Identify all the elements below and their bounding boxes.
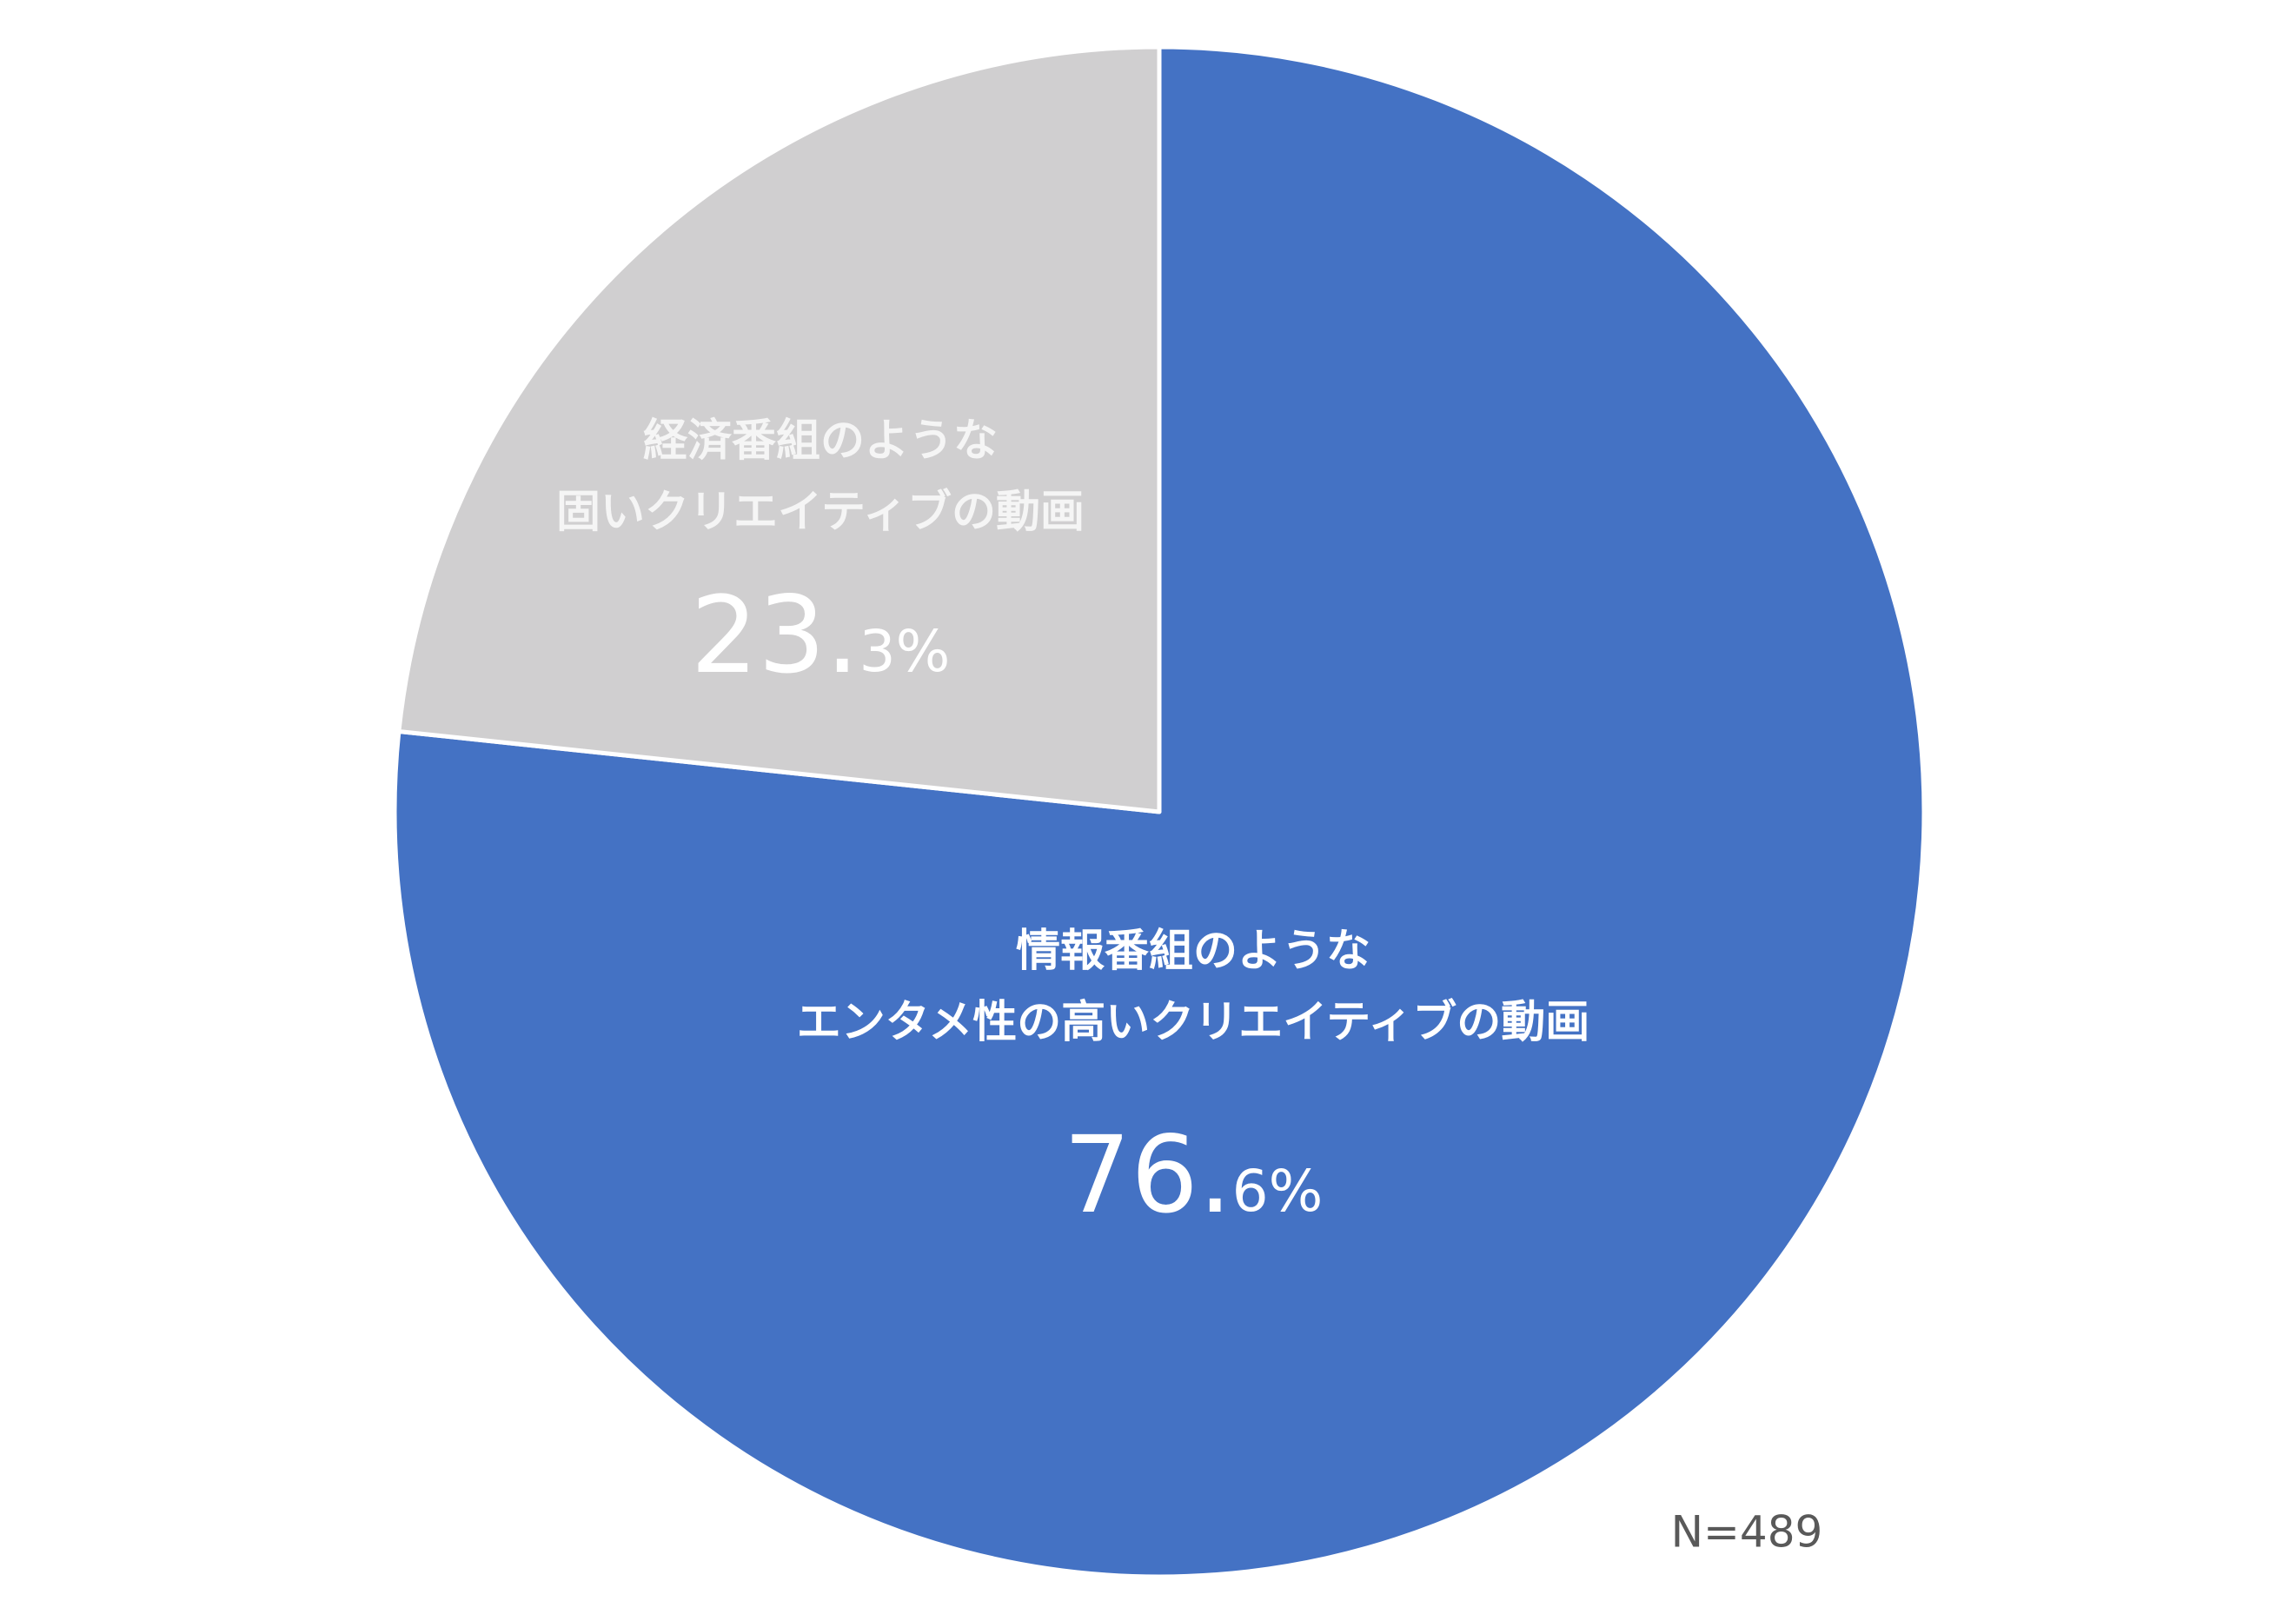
sample-size-note: N=489 [1671,1507,1823,1558]
slice-label: 経済番組のような固いクリエイティブの動画 [556,415,1085,538]
value-label-main: 23. [691,574,859,697]
pie-slice [396,44,1162,814]
value-label-fraction: 3% [859,618,951,685]
slice-label-line: 情報番組のような [1016,926,1370,977]
value-label-main: 76. [1064,1113,1232,1237]
slice-label: 情報番組のようなエンタメ性の高いクリエイティブの動画 [797,926,1589,1048]
slice-label-line: 経済番組のような [643,415,998,467]
value-label: 76.6% [1064,1113,1324,1237]
slice-label-line: エンタメ性の高いクリエイティブの動画 [797,997,1589,1048]
value-label-fraction: 6% [1232,1158,1324,1225]
value-label: 23.3% [691,574,951,697]
slice-label-line: 固いクリエイティブの動画 [556,487,1085,538]
